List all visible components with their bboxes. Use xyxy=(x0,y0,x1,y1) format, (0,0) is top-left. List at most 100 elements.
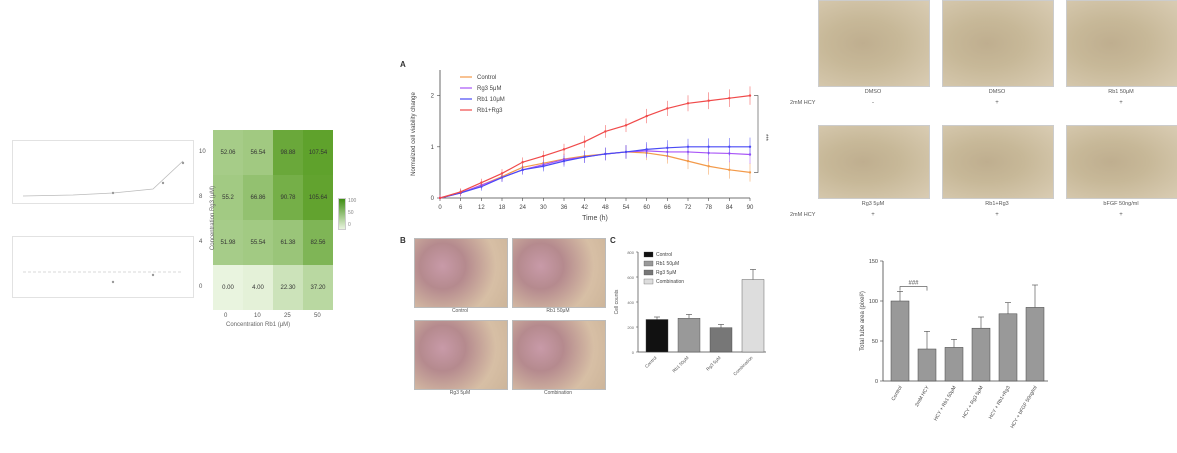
bar xyxy=(1025,307,1045,382)
heatmap-cell: 56.54 xyxy=(243,130,273,175)
x-tick-label: 60 xyxy=(643,205,650,211)
panel-b-label: B xyxy=(400,236,406,245)
y-tick-label: 150 xyxy=(869,259,878,265)
bar xyxy=(645,319,669,353)
data-point xyxy=(562,159,566,163)
x-axis-label: Time (h) xyxy=(582,215,608,222)
data-point xyxy=(583,140,586,143)
heatmap-xlabel: Concentration Rb1 (μM) xyxy=(226,322,291,328)
heatmap-cell: 37.20 xyxy=(303,265,333,310)
legend-label: Rb1+Rg3 xyxy=(477,108,503,114)
data-point xyxy=(480,185,483,188)
tube-photo xyxy=(818,125,930,199)
legend-label: Rb1 50μM xyxy=(656,261,679,267)
data-point xyxy=(521,160,524,164)
hcy-row-label: 2mM HCY xyxy=(790,212,816,218)
x-tick-label: 30 xyxy=(540,205,547,211)
data-point xyxy=(748,171,752,174)
x-tick-label: 84 xyxy=(726,205,733,211)
photo-caption: Control xyxy=(451,308,469,314)
x-tick-label: 66 xyxy=(664,205,671,211)
heatmap-cell: 107.54 xyxy=(303,130,333,175)
x-tick-label: 12 xyxy=(478,205,485,211)
cell-photo xyxy=(512,320,606,390)
heatmap-row-label: 0 xyxy=(199,283,203,290)
data-point xyxy=(562,148,566,151)
series-line xyxy=(439,95,751,199)
panel-a-label: A xyxy=(400,60,406,69)
data-point xyxy=(624,150,628,154)
bar xyxy=(944,347,964,382)
x-tick-label: 54 xyxy=(623,205,630,211)
x-tick-label: 48 xyxy=(602,205,609,211)
legend-swatch xyxy=(643,251,654,258)
y-tick-label: 0 xyxy=(875,379,878,385)
panel-c-label: C xyxy=(610,236,616,245)
legend-swatch xyxy=(643,260,654,267)
x-tick-label: Rg3 5μM xyxy=(705,355,722,372)
photo-caption: Combination xyxy=(543,390,573,396)
small-plot-top xyxy=(12,140,194,204)
y-tick-label: 600 xyxy=(627,275,634,280)
heatmap-cell: 0.00 xyxy=(213,265,243,310)
heatmap-col-label: 0 xyxy=(224,313,228,319)
cell-photo xyxy=(512,238,606,308)
photo-caption: DMSO xyxy=(988,89,1006,95)
small-plot-bottom xyxy=(12,236,194,298)
data-point xyxy=(707,99,710,102)
heatmap-col-label: 25 xyxy=(284,313,291,319)
legend-label: Rb1 10μM xyxy=(477,97,505,103)
tube-photo xyxy=(1066,125,1177,199)
hcy-sign: + xyxy=(871,212,875,218)
data-point xyxy=(500,172,504,175)
cell-photo xyxy=(414,238,508,308)
x-tick-label: HCY + bFGF 50ng/ml xyxy=(1009,385,1038,430)
photo-caption: bFGF 50ng/ml xyxy=(1103,201,1139,207)
hcy-sign: - xyxy=(872,100,874,106)
significance-label: *** xyxy=(762,134,768,142)
data-point xyxy=(686,102,690,105)
data-point xyxy=(707,145,710,148)
heatmap-row-label: 4 xyxy=(199,238,203,245)
hcy-sign: + xyxy=(1119,212,1123,218)
synergy-heatmap: 52.06 56.54 98.88 107.54 10 55.2 66.86 90.78 105… xyxy=(199,130,333,310)
tube-photo xyxy=(1066,0,1177,87)
hcy-row-label: 2mM HCY xyxy=(790,100,816,106)
heatmap-cell: 98.88 xyxy=(273,130,303,175)
data-point xyxy=(686,145,690,148)
data-point xyxy=(624,124,628,127)
heatmap-cell: 51.98 xyxy=(213,220,243,265)
data-point xyxy=(542,165,545,168)
x-tick-label: Rb1 50μM xyxy=(671,355,689,373)
legend-label: Control xyxy=(656,252,672,258)
bar xyxy=(998,313,1018,382)
heatmap-ylabel: Concentration Rg3 (μM) xyxy=(210,185,216,251)
series-line xyxy=(439,150,751,199)
y-axis-label: Normalized cell viability change xyxy=(411,91,417,175)
x-tick-label: 78 xyxy=(705,205,712,211)
data-point xyxy=(666,146,669,150)
y-tick-label: 200 xyxy=(627,325,634,330)
x-tick-label: HCY + Rb1+Rg3 xyxy=(988,385,1012,421)
heatmap-cell: 105.64 xyxy=(303,175,333,220)
panel-b-photos: Control Rb1 50μM Rg3 5μM Combination xyxy=(414,238,606,398)
data-point xyxy=(604,130,607,133)
x-tick-label: HCY + Rg3 5μM xyxy=(961,385,984,420)
heatmap-legend-mid: 50 xyxy=(348,210,354,216)
heatmap-cell: 22.30 xyxy=(273,265,303,310)
data-point xyxy=(645,114,648,118)
heatmap-row-label: 10 xyxy=(199,148,206,155)
significance-bracket xyxy=(899,286,928,291)
photo-caption: Rg3 5μM xyxy=(861,201,885,207)
data-point xyxy=(728,96,731,100)
legend-swatch xyxy=(643,278,654,285)
y-tick-label: 0 xyxy=(632,350,635,355)
data-point xyxy=(748,94,752,97)
tube-area-bar-chart: 0 50 100 150 Total tube area (pixel²) Control… xyxy=(860,259,1048,430)
legend-swatch xyxy=(643,269,654,276)
hcy-sign: + xyxy=(1119,100,1123,106)
x-tick-label: 24 xyxy=(519,205,526,211)
photo-caption: Rb1 50μM xyxy=(1108,89,1134,95)
y-tick-label: 50 xyxy=(872,339,878,345)
